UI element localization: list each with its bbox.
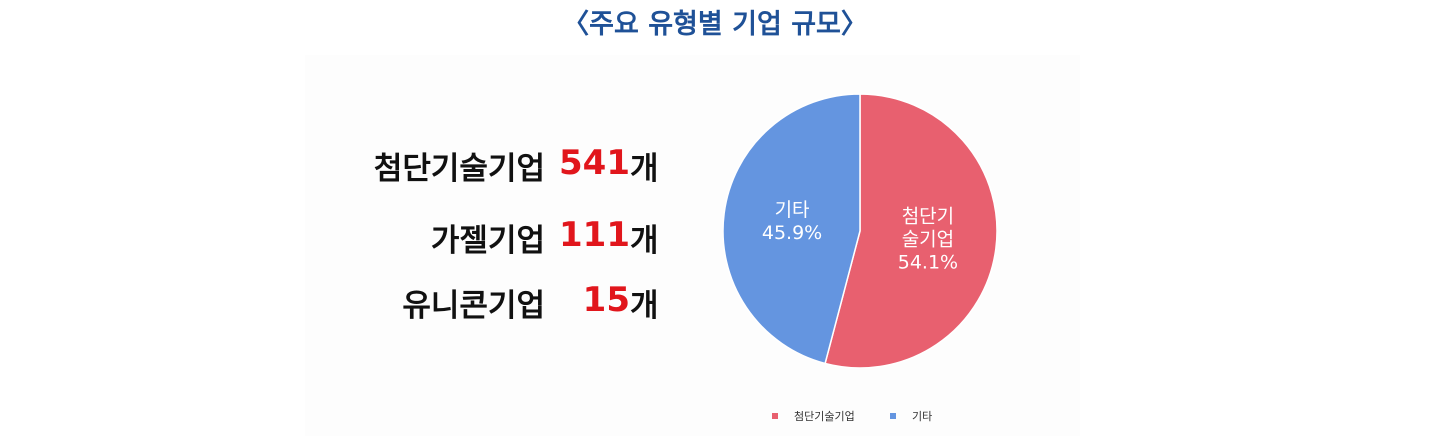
slice-label: 기타 45.9% (747, 199, 837, 245)
stat-unit: 개 (630, 288, 659, 324)
pie-slice (824, 93, 998, 369)
pie-slice (722, 93, 861, 365)
slice-label: 첨단기술기업 54.1% (883, 205, 973, 274)
legend-label: 첨단기술기업 (794, 410, 855, 423)
stat-count: 111 (559, 215, 630, 255)
stat-row: 유니콘기업 15 개 (300, 280, 670, 330)
stat-name: 첨단기술기업 (373, 151, 545, 187)
stat-name: 유니콘기업 (402, 288, 545, 324)
legend-label: 기타 (912, 410, 932, 423)
stat-count: 541 (559, 143, 630, 183)
legend-swatch (772, 413, 778, 419)
slice-value: 54.1% (897, 251, 959, 274)
title: 〈주요 유형별 기업 규모〉 (562, 9, 868, 40)
slice-value: 45.9% (761, 222, 823, 245)
legend-swatch (890, 413, 896, 419)
stat-count: 15 (582, 280, 630, 320)
stat-row: 가젤기업 111 개 (300, 215, 670, 265)
stat-name: 가젤기업 (430, 223, 545, 259)
slice-name: 기타 (774, 199, 810, 222)
stat-unit: 개 (630, 151, 659, 187)
slice-name: 첨단기술기업 (901, 205, 955, 251)
stat-unit: 개 (630, 223, 659, 259)
stat-row: 첨단기술기업 541 개 (300, 143, 670, 193)
